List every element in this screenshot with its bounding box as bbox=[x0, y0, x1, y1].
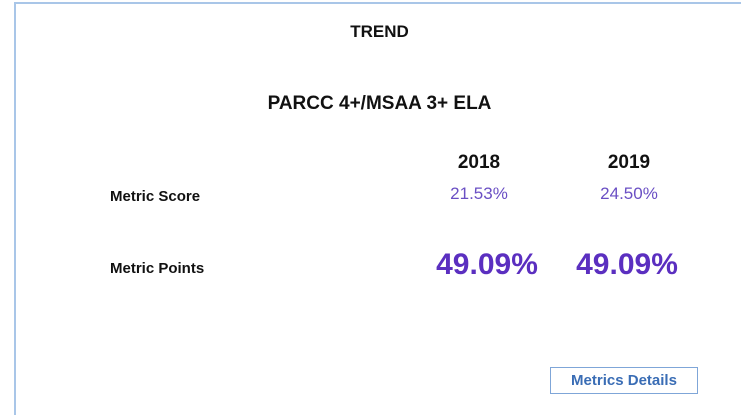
trend-card: TREND PARCC 4+/MSAA 3+ ELA 2018 2019 Met… bbox=[14, 2, 741, 415]
metric-score: 24.50% bbox=[600, 184, 658, 203]
row-label: Metric Points bbox=[110, 260, 205, 277]
metric-score: 21.53% bbox=[450, 184, 508, 203]
card-subtitle: PARCC 4+/MSAA 3+ ELA bbox=[267, 93, 492, 114]
year-header: 2019 bbox=[607, 152, 651, 173]
row-label: Metric Score bbox=[110, 188, 201, 205]
metric-points: 49.09% bbox=[576, 248, 678, 281]
metrics-details-button[interactable]: Metrics Details bbox=[550, 367, 698, 394]
metric-points: 49.09% bbox=[436, 248, 538, 281]
year-header: 2018 bbox=[457, 152, 501, 173]
card-title: TREND bbox=[350, 22, 409, 41]
